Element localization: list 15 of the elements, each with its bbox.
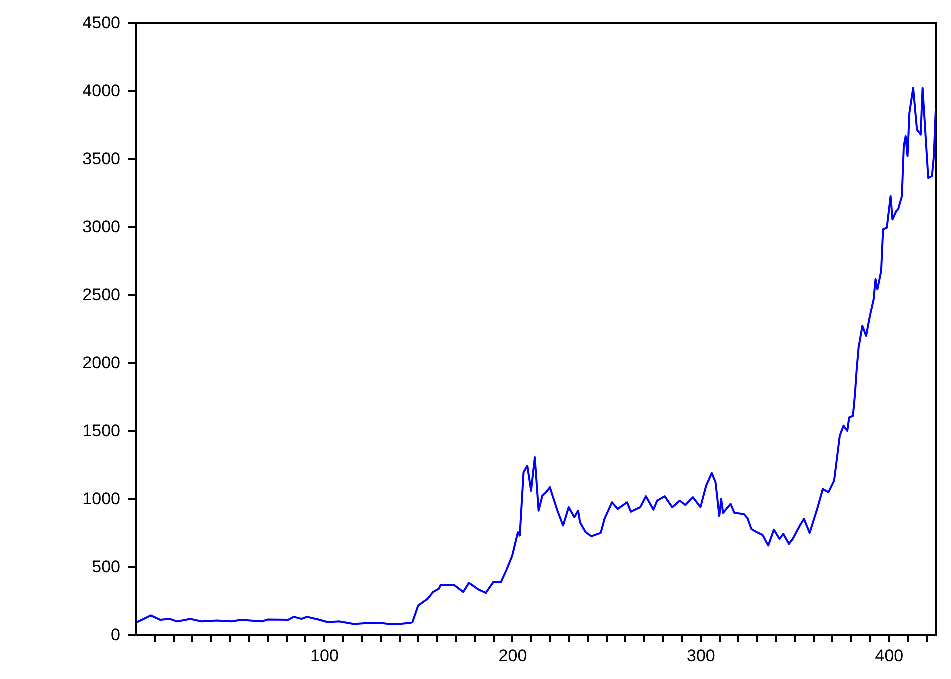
line-series bbox=[136, 87, 936, 626]
y-tick-label: 4000 bbox=[82, 82, 120, 100]
x-tick-label: 400 bbox=[875, 646, 904, 666]
y-tick-label: 4500 bbox=[82, 14, 120, 32]
y-tick-label: 500 bbox=[92, 558, 120, 576]
x-tick-label: 100 bbox=[310, 646, 339, 666]
y-tick-label: 2500 bbox=[82, 286, 120, 304]
y-tick-label: 3500 bbox=[82, 150, 120, 168]
y-tick-label: 1500 bbox=[82, 422, 120, 440]
y-tick-label: 1000 bbox=[82, 490, 120, 508]
y-tick-label: 2000 bbox=[82, 354, 120, 372]
y-tick-label: 0 bbox=[111, 626, 120, 644]
x-tick-label: 200 bbox=[498, 646, 528, 666]
x-tick-label: 300 bbox=[687, 646, 716, 666]
y-tick-label: 3000 bbox=[82, 218, 120, 236]
